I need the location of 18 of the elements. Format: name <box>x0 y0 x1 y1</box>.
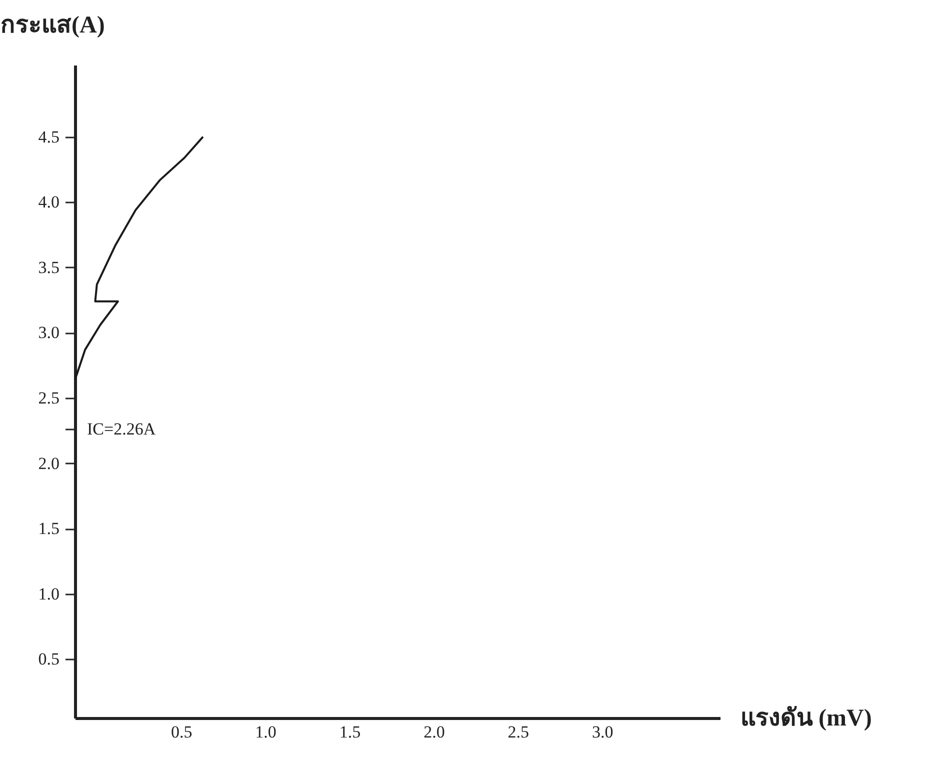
annotation: IC=2.26A <box>87 419 156 438</box>
y-tick-label: 2.0 <box>38 454 60 473</box>
y-tick-label: 4.5 <box>38 127 60 146</box>
y-tick-label: 1.5 <box>38 519 60 538</box>
y-tick-label: 3.5 <box>38 258 60 277</box>
y-tick-label: 3.0 <box>38 323 60 342</box>
y-axis-title: กระแส(A) <box>0 12 105 38</box>
y-tick-label: 1.0 <box>38 584 60 604</box>
y-tick-label: 2.5 <box>38 388 60 408</box>
y-tick-label: 0.5 <box>38 650 60 669</box>
x-tick-label: 2.0 <box>424 722 445 742</box>
x-axis-title: แรงดัน (mV) <box>740 706 872 732</box>
x-tick-label: 2.5 <box>508 722 530 742</box>
x-tick-label: 1.0 <box>255 722 276 742</box>
y-tick-label: 4.0 <box>38 192 60 212</box>
x-tick-label: 3.0 <box>592 722 614 742</box>
x-tick-label: 1.5 <box>339 722 361 742</box>
x-tick-label: 0.5 <box>170 722 192 742</box>
